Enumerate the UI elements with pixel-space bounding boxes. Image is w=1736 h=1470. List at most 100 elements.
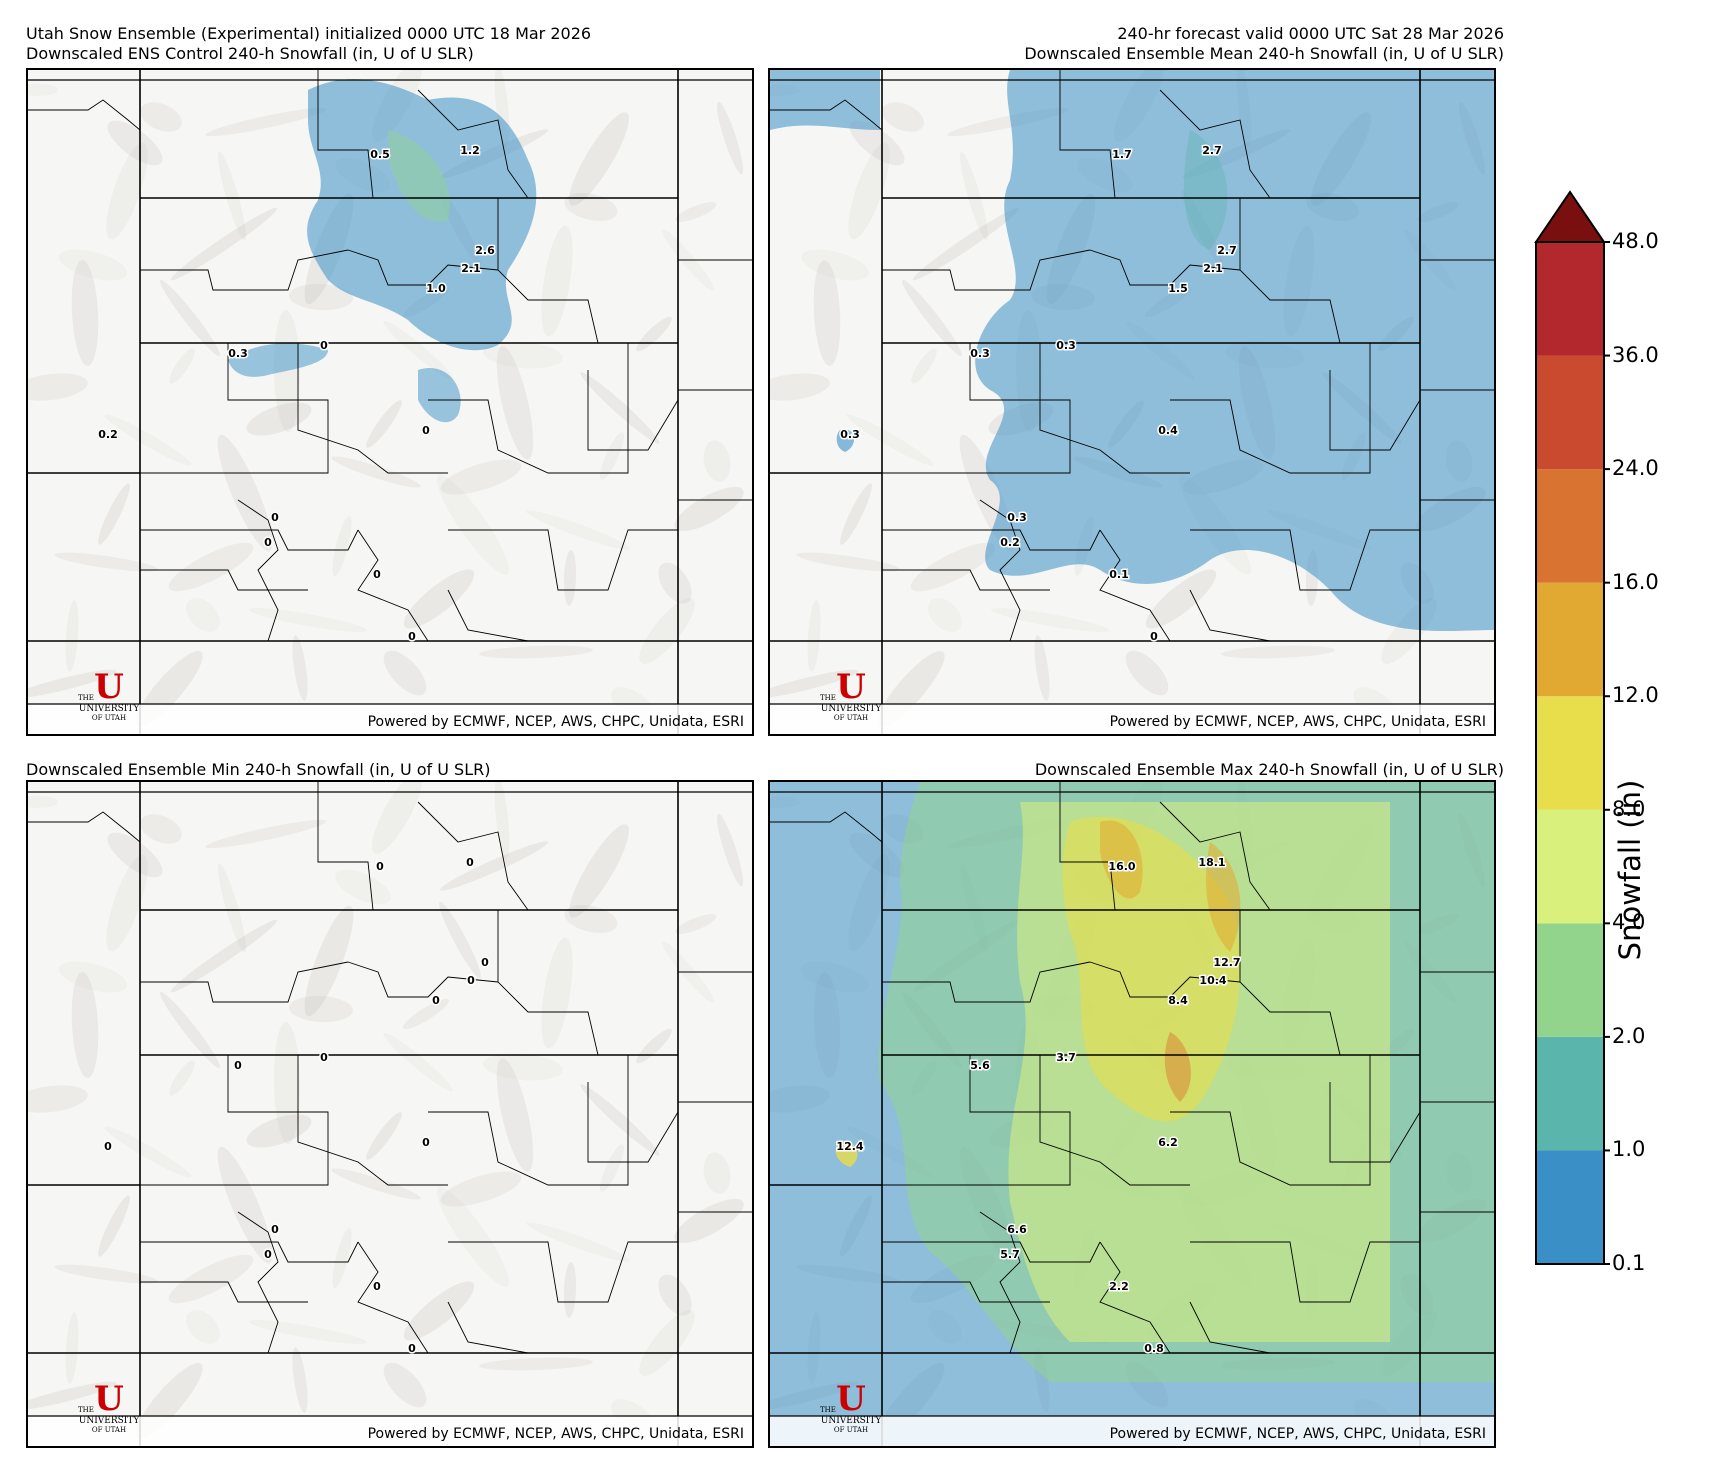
- terrain-ridge: [564, 904, 618, 934]
- colorbar-level-label: 2.0: [1612, 1023, 1646, 1048]
- county-line: [447, 589, 529, 642]
- terrain-ridge: [292, 1347, 308, 1413]
- terrain-ridge: [170, 919, 278, 993]
- terrain-ridge: [65, 1312, 79, 1384]
- terrain-ridge: [439, 901, 481, 979]
- terrain-ridge: [600, 1144, 624, 1192]
- point-value-label: 16.0: [1108, 860, 1135, 873]
- snowfall-contour-fill: [228, 343, 328, 377]
- county-boundaries: [770, 782, 1494, 1354]
- block-u-icon: U: [836, 667, 866, 707]
- terrain-ridge: [770, 669, 859, 699]
- terrain-ridge: [796, 552, 900, 572]
- colorbar-level-label: 12.0: [1612, 683, 1659, 708]
- terrain-ridge: [716, 813, 744, 887]
- map-credit: Powered by ECMWF, NCEP, AWS, CHPC, Unida…: [367, 714, 744, 730]
- county-line: [357, 1241, 429, 1354]
- snowfall-contour-fill: [770, 70, 880, 130]
- colorbar-title: Snowfall (in): [1613, 779, 1647, 961]
- county-line: [237, 1211, 279, 1354]
- terrain-ridge: [71, 260, 99, 366]
- point-value-label: 0: [376, 860, 384, 873]
- county-line: [297, 343, 448, 474]
- point-value-label: 0.5: [370, 148, 390, 161]
- point-value-label: 3.7: [1056, 1051, 1076, 1064]
- point-value-label: 2.1: [461, 262, 481, 275]
- terrain-ridge: [675, 202, 717, 222]
- point-value-label: 0.2: [98, 428, 118, 441]
- county-line: [1329, 1082, 1421, 1163]
- point-value-label: 0: [271, 1223, 279, 1236]
- county-line: [882, 569, 1050, 591]
- terrain-ridge: [383, 1362, 427, 1408]
- county-line: [1099, 529, 1171, 642]
- snowfall-contour-fill: [1100, 820, 1143, 899]
- terrain-ridge: [54, 1264, 158, 1284]
- terrain-ridge: [104, 1126, 192, 1178]
- terrain-ridge: [273, 310, 301, 432]
- county-line: [428, 1055, 629, 1186]
- county-line: [1039, 343, 1190, 474]
- county-line: [587, 1082, 679, 1163]
- terrain-ridge: [217, 1146, 273, 1264]
- point-value-labels: 16.0 18.1 12.7 10.4 8.4 5.6 3.7 12.4 6.2 6.6 5.7 2.…: [835, 855, 1242, 1357]
- county-line: [237, 499, 279, 642]
- block-u-icon: U: [94, 1379, 124, 1419]
- county-line: [447, 1301, 529, 1354]
- terrain-ridge: [28, 669, 117, 699]
- county-line: [140, 961, 349, 1003]
- terrain-ridge: [526, 1222, 630, 1262]
- terrain-hillshade: [28, 782, 744, 1439]
- colorbar-segment: [1536, 696, 1604, 810]
- terrain-ridge: [846, 414, 934, 466]
- point-value-label: 0: [373, 1280, 381, 1293]
- colorbar-segment: [1536, 355, 1604, 470]
- point-value-label: 12.7: [1213, 956, 1240, 969]
- colorbar-level-label: 8.0: [1612, 796, 1646, 821]
- county-line: [428, 343, 629, 474]
- point-value-label: 0: [466, 856, 474, 869]
- university-logo: THE U UNIVERSITY OF UTAH: [806, 1382, 896, 1434]
- terrain-ridge: [483, 1053, 563, 1081]
- point-value-labels: 0.5 1.2 2.6 2.1 1.0 0.3 0 0.2 0 0 0 0 0: [97, 143, 497, 645]
- terrain-ridge: [440, 841, 548, 891]
- terrain-ridge: [496, 346, 534, 460]
- terrain-ridge: [703, 1152, 731, 1194]
- county-line: [448, 1241, 678, 1303]
- snowfall-contour-fill: [1184, 130, 1228, 250]
- county-line: [882, 529, 1101, 551]
- logo-name: UNIVERSITY: [820, 704, 882, 714]
- terrain-ridge: [639, 598, 695, 664]
- state-boundaries: [770, 782, 1494, 1446]
- snowfall-shading: [770, 70, 1494, 631]
- colorbar-level-label: 1.0: [1612, 1137, 1646, 1162]
- county-line: [417, 801, 529, 911]
- point-value-label: 2.6: [475, 244, 495, 257]
- point-value-label: 0.3: [228, 347, 248, 360]
- snowfall-contour-fill: [1062, 816, 1240, 1122]
- point-value-label: 0: [234, 1059, 242, 1072]
- point-value-label: 5.6: [970, 1059, 990, 1072]
- min-panel-title: Downscaled Ensemble Min 240-h Snowfall (…: [26, 760, 491, 779]
- point-value-label: 6.2: [1158, 1136, 1178, 1149]
- county-line: [1170, 343, 1371, 474]
- colorbar-extend-arrow: [1534, 190, 1606, 243]
- terrain-ridge: [332, 1227, 352, 1289]
- terrain-ridge: [1145, 569, 1217, 629]
- terrain-ridge: [960, 151, 988, 241]
- logo-of-utah: OF UTAH: [833, 1426, 869, 1434]
- colorbar-segment: [1536, 1150, 1604, 1264]
- terrain-ridge: [403, 1281, 475, 1341]
- county-line: [1189, 589, 1271, 642]
- terrain-ridge: [107, 832, 163, 878]
- colorbar-frame: [1535, 241, 1605, 1265]
- point-value-label: 2.2: [1109, 1280, 1129, 1293]
- terrain-ridge: [526, 510, 630, 550]
- terrain-ridge: [636, 316, 672, 352]
- county-boundaries: [28, 70, 752, 642]
- point-value-label: 0: [264, 536, 272, 549]
- county-line: [1159, 801, 1271, 911]
- terrain-ridge: [28, 84, 58, 96]
- county-line: [297, 1055, 448, 1186]
